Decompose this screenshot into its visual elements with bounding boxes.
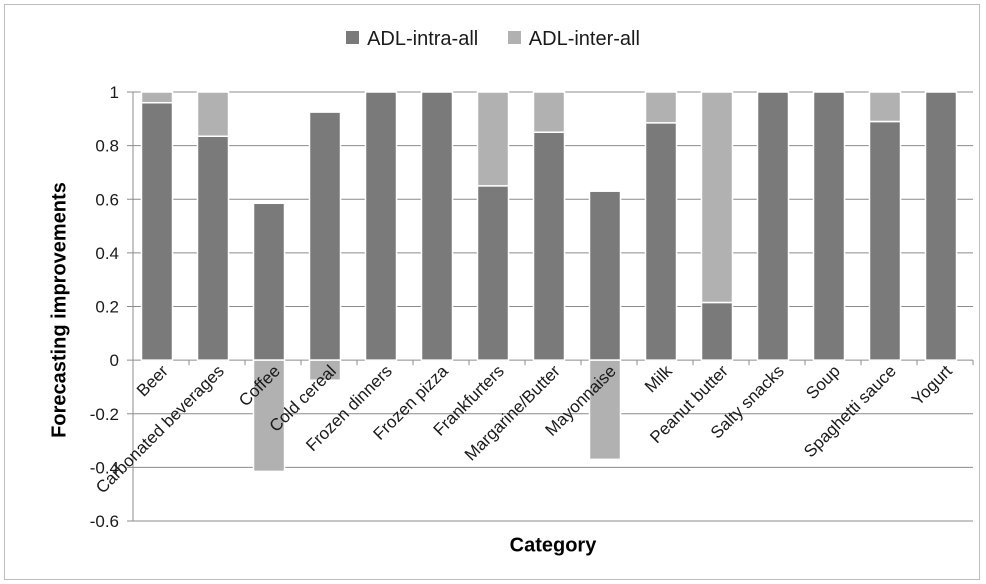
bar-intra-5 [420,91,454,361]
bar-intra-11 [756,91,790,361]
x-tick-label: Yogurt [908,361,956,409]
bar-inter-6 [476,91,510,187]
bar-intra-8 [588,190,622,361]
bar-intra-3 [308,111,342,361]
y-tick-label: -0.6 [90,512,119,531]
bar-inter-1 [196,91,230,137]
legend-swatch-intra [346,31,360,45]
bar-intra-14 [924,91,958,361]
y-tick-label: -0.4 [90,458,119,477]
x-tick-label: Milk [641,361,676,396]
y-tick-label: -0.2 [90,405,119,424]
bar-intra-7 [532,131,566,361]
bar-inter-2 [252,359,286,473]
y-axis-title: Forecasting improvements [48,182,71,438]
bar-intra-6 [476,185,510,361]
bar-intra-9 [644,122,678,361]
y-tick-label: 0.8 [95,137,119,156]
bar-inter-3 [308,359,342,381]
y-tick-label: 0.6 [95,190,119,209]
bar-intra-1 [196,135,230,361]
legend-item-inter: ADL-inter-all [507,28,640,51]
legend: ADL-intra-all ADL-inter-all [0,28,986,51]
bar-intra-12 [812,91,846,361]
bar-inter-13 [868,91,902,123]
legend-swatch-inter [507,31,521,45]
y-tick-label: 1 [110,83,119,102]
y-tick-label: 0 [110,351,119,370]
bar-intra-10 [700,301,734,361]
legend-label-inter: ADL-inter-all [528,28,640,51]
bar-intra-4 [364,91,398,361]
bar-inter-8 [588,359,622,461]
bar-inter-10 [700,91,734,304]
legend-item-intra: ADL-intra-all [346,28,478,51]
bar-intra-0 [140,101,174,361]
y-tick-label: 0.2 [95,298,119,317]
x-tick-label: Soup [802,362,844,404]
bar-inter-0 [140,91,174,104]
bar-intra-2 [252,202,286,361]
x-tick-label: Beer [133,361,172,400]
x-tick-label: Margarine/Butter [461,361,564,464]
x-axis-title: Category [509,534,597,557]
bar-inter-7 [532,91,566,133]
legend-label-intra: ADL-intra-all [367,28,479,51]
bar-intra-13 [868,120,902,361]
bar-inter-9 [644,91,678,124]
y-tick-label: 0.4 [95,244,119,263]
